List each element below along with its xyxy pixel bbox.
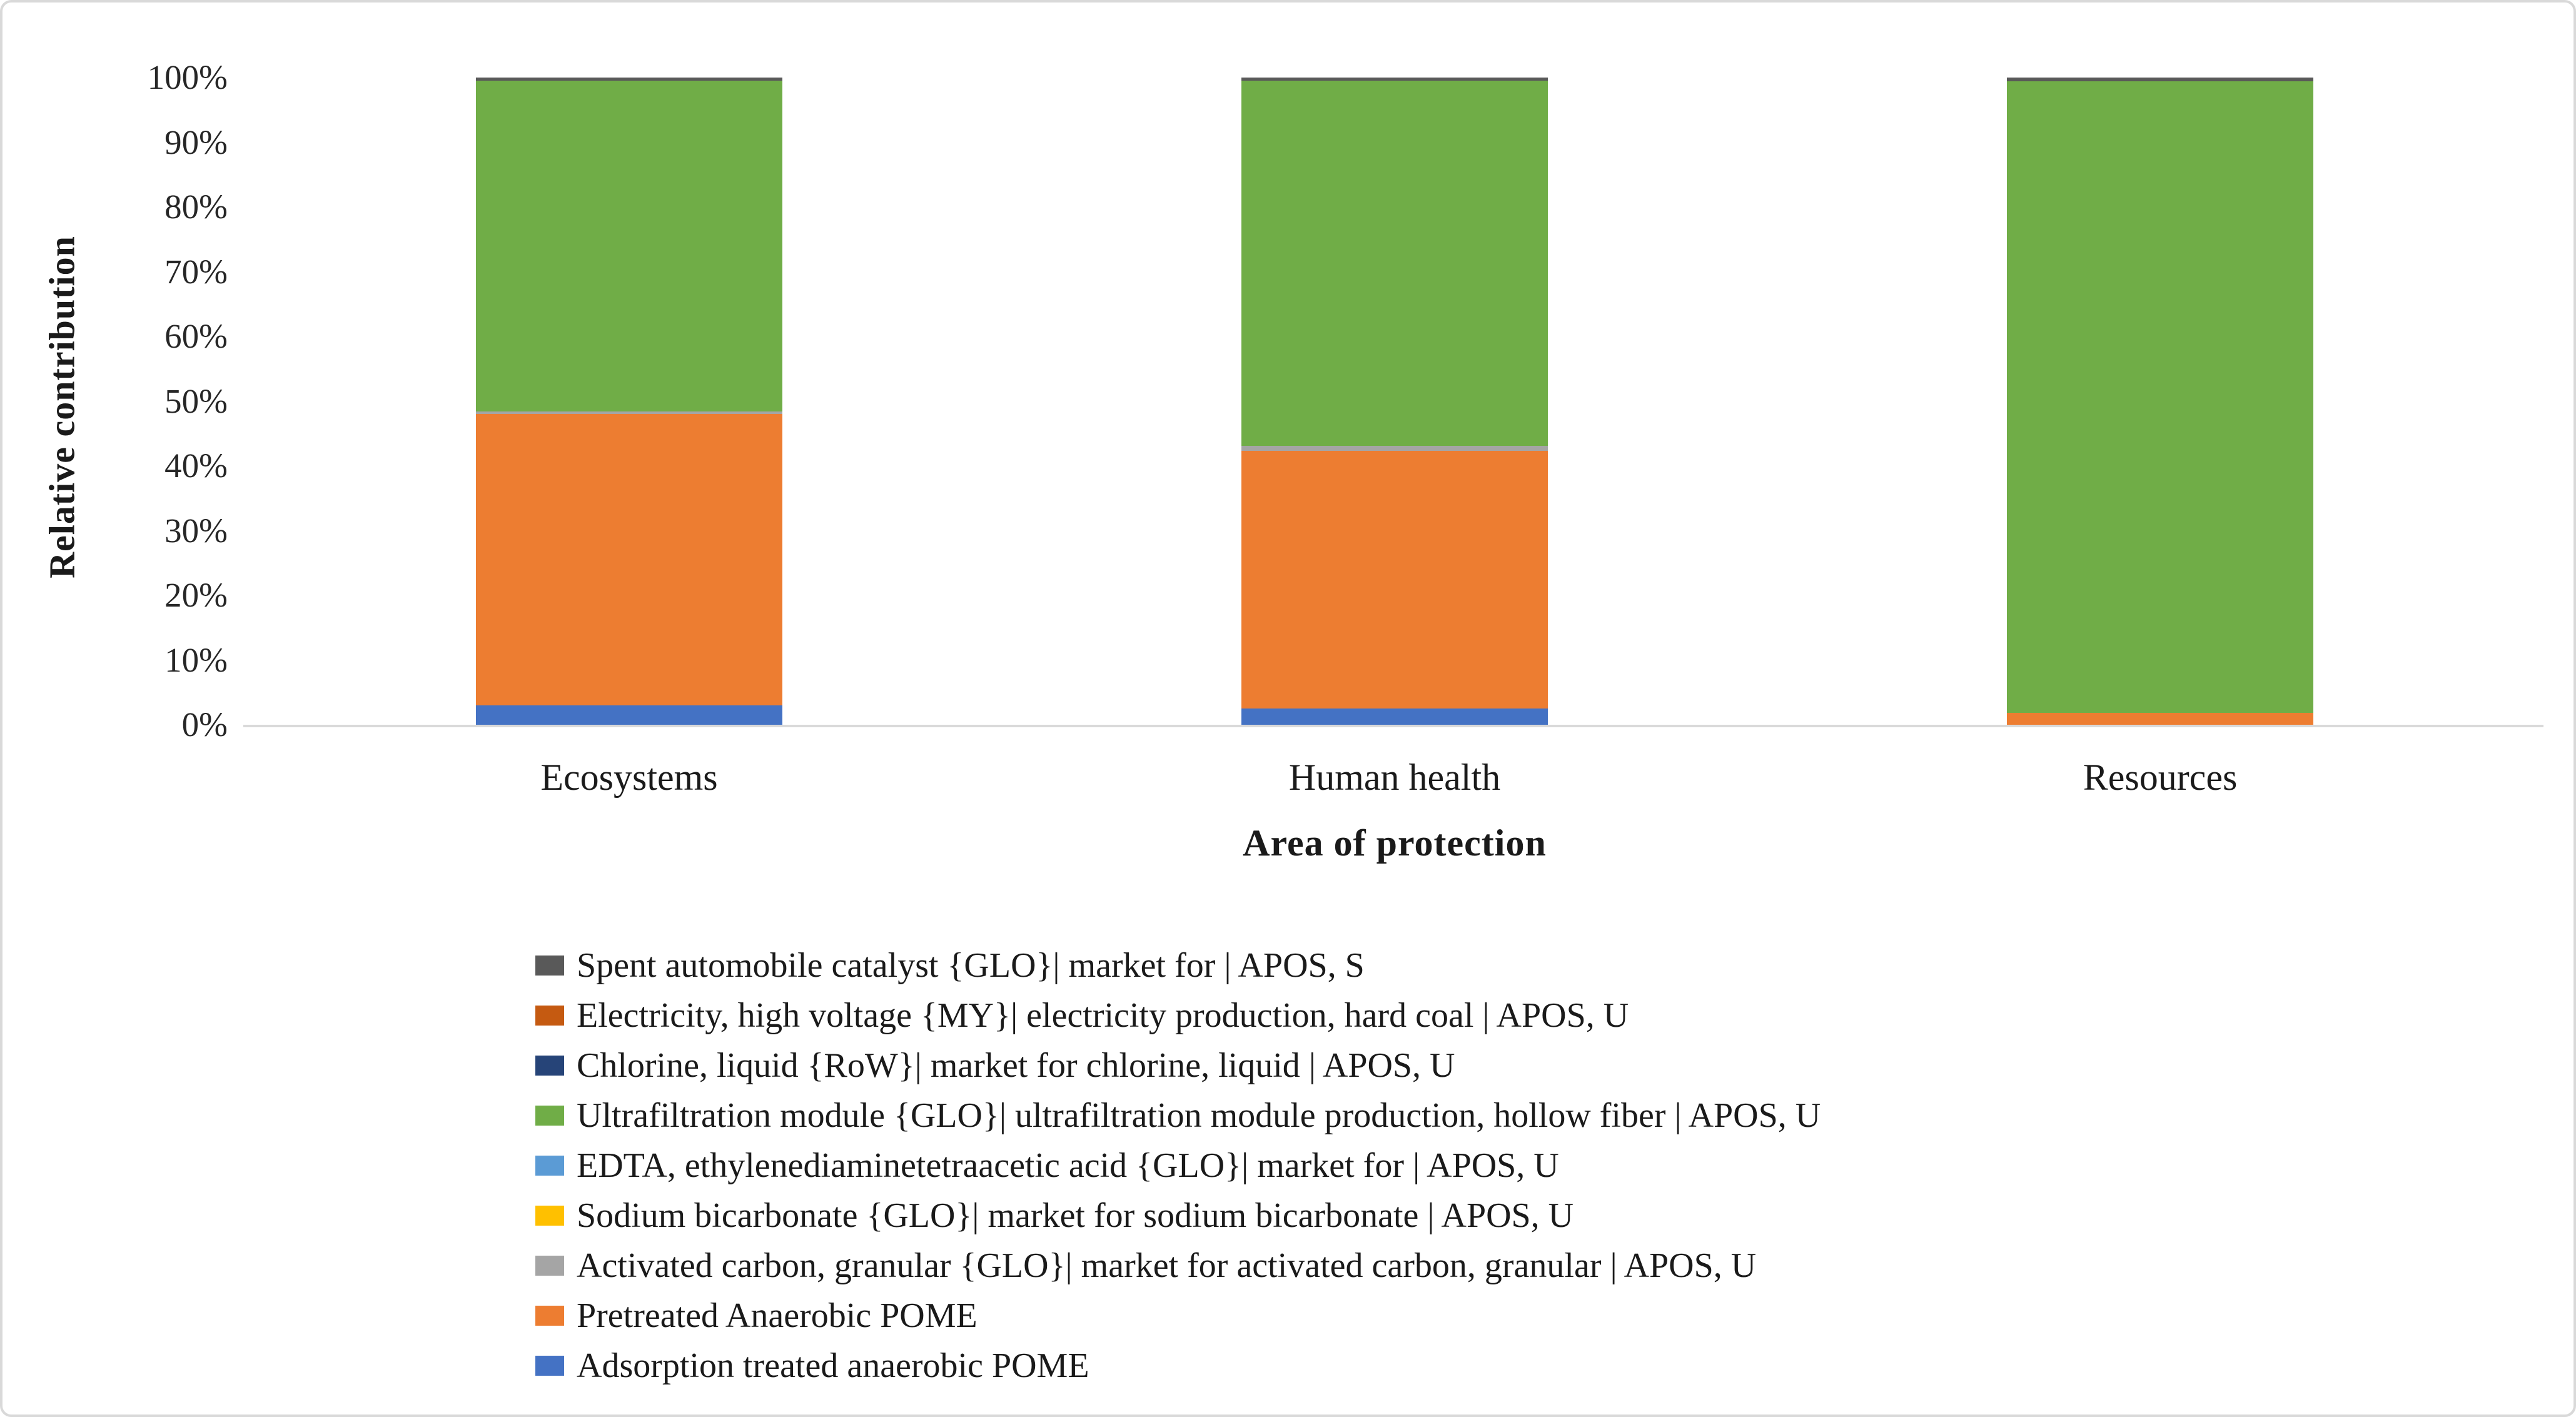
category-label: Resources [2083, 757, 2238, 798]
y-tick-label: 10% [164, 640, 228, 679]
legend-label: Electricity, high voltage {MY}| electric… [577, 996, 1629, 1035]
legend-label: EDTA, ethylenediaminetetraacetic acid {G… [577, 1146, 1559, 1185]
legend-swatch-icon [535, 956, 564, 976]
legend-item: Adsorption treated anaerobic POME [535, 1341, 2474, 1391]
legend: Spent automobile catalyst {GLO}| market … [535, 940, 2474, 1391]
category-label: Ecosystems [540, 757, 718, 798]
bar-segment [2007, 713, 2313, 725]
y-tick-label: 100% [147, 58, 228, 96]
legend-swatch-icon [535, 1256, 564, 1276]
y-tick-label: 20% [164, 576, 228, 614]
y-tick-label: 30% [164, 511, 228, 550]
bar-segment [1241, 445, 1548, 451]
plot-area: Relative contribution 0% 10% 20% 30% 40% 50% 6… [3, 3, 2573, 1414]
bar-resources [2007, 78, 2313, 725]
legend-label: Adsorption treated anaerobic POME [577, 1346, 1089, 1385]
bar-segment [476, 414, 782, 705]
legend-item: Ultrafiltration module {GLO}| ultrafiltr… [535, 1091, 2474, 1141]
x-axis-line [243, 725, 2543, 727]
legend-label: Chlorine, liquid {RoW}| market for chlor… [577, 1046, 1455, 1085]
legend-label: Activated carbon, granular {GLO}| market… [577, 1246, 1757, 1285]
legend-item: Sodium bicarbonate {GLO}| market for sod… [535, 1191, 2474, 1241]
bars-container [246, 78, 2543, 725]
legend-item: Pretreated Anaerobic POME [535, 1291, 2474, 1341]
bar-human-health [1241, 78, 1548, 725]
legend-item: Chlorine, liquid {RoW}| market for chlor… [535, 1041, 2474, 1091]
legend-label: Sodium bicarbonate {GLO}| market for sod… [577, 1196, 1574, 1235]
y-tick-label: 60% [164, 317, 228, 355]
bar-segment [1241, 78, 1548, 81]
bar-segment [1241, 81, 1548, 446]
legend-swatch-icon [535, 1156, 564, 1176]
bar-segment [476, 78, 782, 81]
legend-swatch-icon [535, 1006, 564, 1026]
y-tick-label: 50% [164, 381, 228, 420]
bar-segment [2007, 78, 2313, 82]
y-tick-label: 80% [164, 188, 228, 226]
legend-swatch-icon [535, 1306, 564, 1326]
bar-segment [2007, 81, 2313, 714]
y-tick-label: 0% [181, 705, 228, 744]
legend-item: Spent automobile catalyst {GLO}| market … [535, 940, 2474, 991]
legend-swatch-icon [535, 1106, 564, 1126]
bar-segment [1241, 451, 1548, 709]
legend-item: Activated carbon, granular {GLO}| market… [535, 1241, 2474, 1291]
y-tick-label: 40% [164, 446, 228, 485]
legend-swatch-icon [535, 1356, 564, 1376]
legend-label: Pretreated Anaerobic POME [577, 1296, 977, 1335]
legend-swatch-icon [535, 1056, 564, 1076]
bar-segment [476, 411, 782, 415]
category-label: Human health [1288, 757, 1501, 798]
legend-label: Ultrafiltration module {GLO}| ultrafiltr… [577, 1096, 1821, 1135]
bar-segment [476, 705, 782, 725]
legend-swatch-icon [535, 1206, 564, 1226]
legend-item: Electricity, high voltage {MY}| electric… [535, 991, 2474, 1041]
bar-ecosystems [476, 78, 782, 725]
y-tick-label: 70% [164, 252, 228, 291]
y-tick-label: 90% [164, 123, 228, 161]
x-axis-title: Area of protection [1243, 822, 1547, 864]
bar-segment [476, 81, 782, 412]
bar-segment [1241, 708, 1548, 725]
legend-label: Spent automobile catalyst {GLO}| market … [577, 946, 1365, 985]
legend-item: EDTA, ethylenediaminetetraacetic acid {G… [535, 1141, 2474, 1191]
